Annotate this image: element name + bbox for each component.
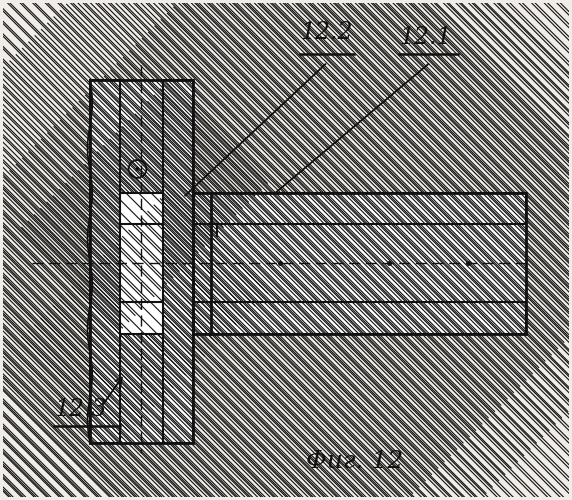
Bar (193, 192, 526, 224)
Bar (90, 80, 193, 443)
Bar (120, 80, 163, 443)
Bar (90, 80, 120, 443)
Bar (120, 192, 163, 224)
Bar (90, 80, 120, 443)
Bar (193, 302, 526, 334)
Bar (120, 192, 163, 224)
Text: 12.1: 12.1 (399, 26, 451, 50)
Text: Фиг. 12: Фиг. 12 (305, 450, 403, 472)
Bar (193, 302, 526, 334)
Bar (163, 80, 193, 443)
Text: 12.3: 12.3 (54, 398, 107, 421)
Circle shape (136, 167, 140, 171)
Bar (193, 302, 526, 334)
Bar (120, 192, 163, 224)
Bar (193, 192, 526, 224)
Text: 12.2: 12.2 (300, 22, 352, 44)
Bar (193, 192, 526, 334)
Bar (163, 80, 193, 443)
Bar (90, 80, 120, 443)
Bar (120, 302, 163, 334)
Bar (90, 80, 120, 443)
Bar (120, 302, 163, 334)
Bar (193, 224, 526, 302)
Bar (193, 302, 526, 334)
Bar (193, 192, 526, 224)
Bar (163, 80, 193, 443)
Bar (193, 192, 526, 224)
Bar (120, 192, 163, 334)
Bar (120, 302, 163, 334)
Bar (120, 192, 163, 224)
Bar (163, 80, 193, 443)
Bar (120, 302, 163, 334)
